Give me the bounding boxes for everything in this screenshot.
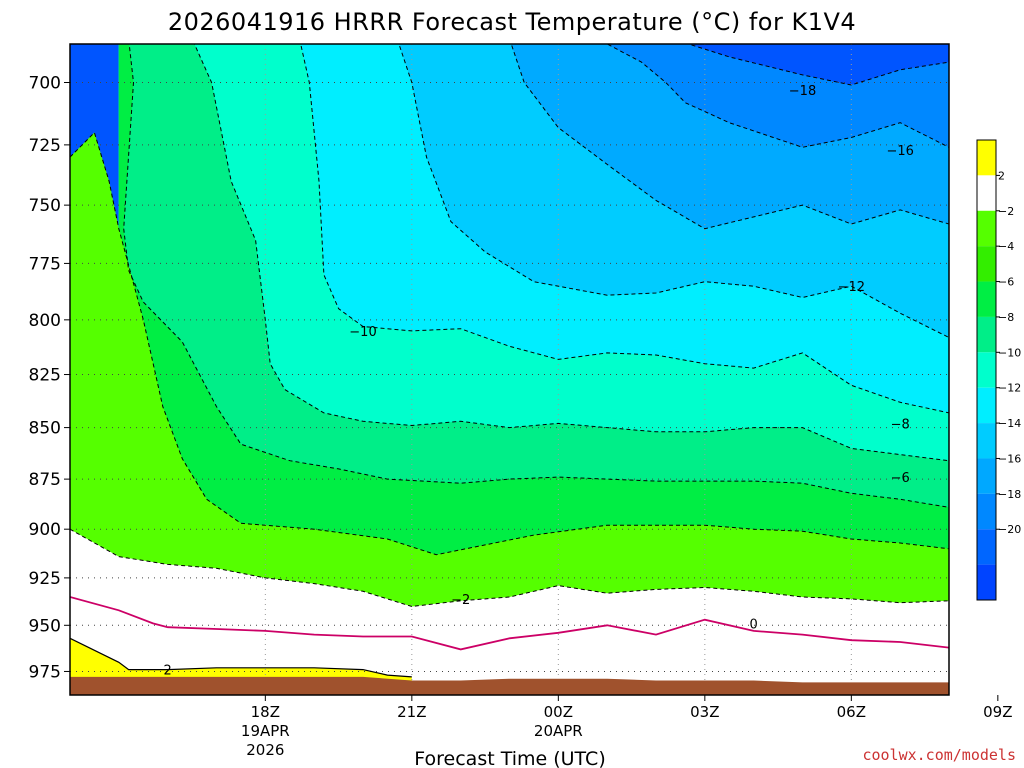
x-axis-label: Forecast Time (UTC) (414, 748, 605, 768)
colorbar-label: −18 (998, 488, 1021, 501)
colorbar-label: −14 (998, 417, 1021, 430)
contour-line-minus6 (123, 44, 949, 508)
contour-line-minus8 (193, 44, 949, 462)
chart-title: 2026041916 HRRR Forecast Temperature (°C… (168, 8, 856, 36)
contour-lines (70, 44, 949, 678)
colorbar-swatch (977, 564, 996, 600)
contour-label: −8 (891, 417, 910, 432)
y-tick-label: 700 (29, 74, 61, 94)
colorbar-label: −4 (998, 240, 1014, 253)
colorbar-label: −8 (998, 311, 1014, 324)
contour-label: −2 (451, 593, 470, 608)
y-tick-label: 825 (29, 366, 61, 386)
colorbar-label: 2 (998, 169, 1005, 182)
contour-label: −18 (789, 84, 816, 99)
y-tick-label: 900 (29, 520, 61, 540)
y-tick-label: 875 (29, 470, 61, 490)
y-tick-label: 975 (29, 662, 61, 682)
credit-text: coolwx.com/models (862, 746, 1016, 764)
x-tick-year: 2026 (246, 741, 284, 759)
y-tick-label: 950 (29, 616, 61, 636)
y-tick-label: 850 (29, 419, 61, 439)
contour-line-0 (70, 596, 949, 651)
y-tick-label: 925 (29, 569, 61, 589)
contour-line-minus12 (398, 44, 949, 339)
contour-line-2 (70, 637, 412, 678)
y-tick-label: 725 (29, 136, 61, 156)
ground-polygon (70, 676, 949, 695)
contour-labels: −18−16−12−12−10−8−6−4−22002 (164, 84, 914, 679)
contour-line-minus16 (603, 44, 949, 148)
plot-frame (69, 43, 950, 696)
colorbar-swatch (977, 316, 996, 353)
x-tick-label: 00Z (544, 703, 573, 721)
fill-band-above-minus2 (70, 529, 949, 695)
contour-label: −6 (891, 471, 910, 486)
colorbar-legend: 2 −2 −4 −6 −8 −10 −12 −14 −16 −18 −20 (976, 139, 1021, 601)
x-tick-label: 09Z (983, 703, 1012, 721)
colorbar-frame (976, 139, 997, 601)
colorbar-swatch (977, 529, 996, 565)
colorbar-swatch (977, 458, 996, 494)
x-tick-label: 03Z (690, 703, 719, 721)
colorbar-swatch (977, 352, 996, 388)
temperature-fill (70, 44, 949, 695)
colorbar-swatch (977, 387, 996, 424)
colorbar-swatch (977, 246, 996, 282)
x-tick-date: 20APR (534, 722, 583, 740)
colorbar-label: −16 (998, 452, 1021, 465)
contour-label: 0 (750, 617, 758, 632)
y-tick-label: 800 (29, 311, 61, 331)
colorbar-swatch (977, 493, 996, 530)
x-tick-label: 06Z (837, 703, 866, 721)
contour-label: −16 (886, 144, 913, 159)
y-axis-ticks: 700 725 750 775 800 825 850 875 900 925 950 975 (29, 74, 70, 682)
x-tick-label: 18Z (251, 703, 280, 721)
colorbar-swatch (977, 423, 996, 459)
colorbar-swatch (977, 140, 996, 176)
ground-terrain (70, 676, 949, 695)
colorbar-swatch (977, 210, 996, 247)
colorbar-label: −12 (998, 382, 1021, 395)
contour-line-minus10 (300, 44, 949, 414)
contour-label: −10 (349, 325, 376, 340)
contour-label: 2 (164, 664, 172, 679)
colorbar-label: −20 (998, 523, 1021, 536)
plot-gridlines (70, 44, 949, 695)
y-tick-label: 775 (29, 254, 61, 274)
x-tick-date: 19APR (241, 722, 290, 740)
colorbar-label: −10 (998, 346, 1021, 359)
colorbar-swatch (977, 281, 996, 317)
fill-band-minus4-to-minus2 (70, 132, 949, 695)
contour-label: −12 (838, 280, 865, 295)
colorbar-label: −6 (998, 276, 1014, 289)
x-tick-label: 21Z (397, 703, 426, 721)
colorbar-swatch (977, 175, 996, 211)
colorbar-label: −2 (998, 205, 1014, 218)
y-tick-label: 750 (29, 196, 61, 216)
contour-line-minus2 (70, 528, 949, 608)
